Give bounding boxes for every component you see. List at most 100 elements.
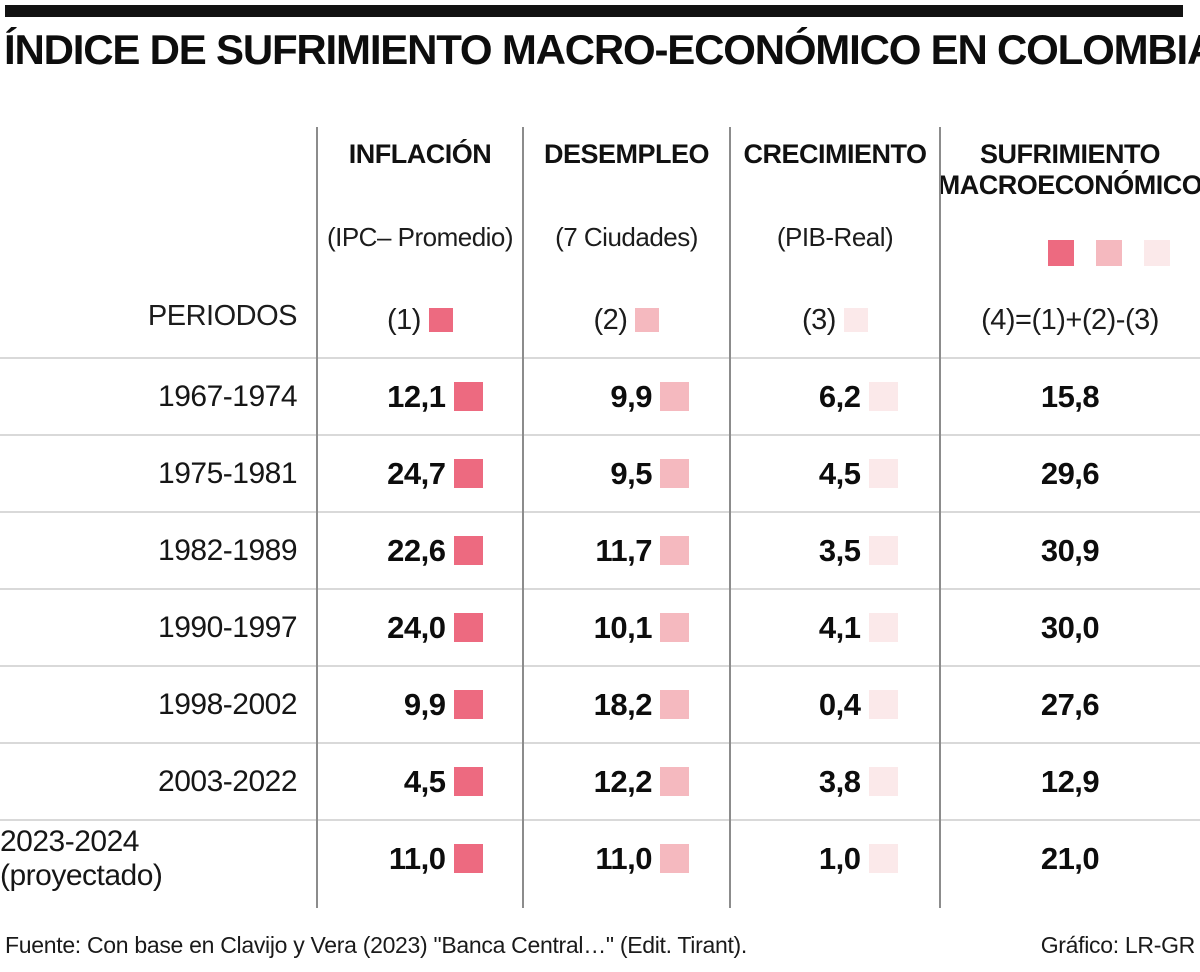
sufrimiento-cell: 15,8	[940, 359, 1200, 434]
inflacion-cell: 11,0	[317, 821, 523, 896]
column-subtitle: (7 Ciudades)	[555, 221, 698, 252]
header-desempleo: DESEMPLEO (7 Ciudades) (2)	[523, 127, 730, 357]
table-row: 1967-1974 12,1 9,9 6,2 15,8	[0, 357, 1200, 434]
value: 3,8	[818, 763, 861, 799]
sufrimiento-cell: 21,0	[940, 821, 1200, 896]
inflacion-cell: 22,6	[317, 513, 523, 588]
crecimiento-cell: 3,5	[730, 513, 940, 588]
medium-pink-square-icon	[660, 459, 689, 488]
value: 15,8	[1040, 378, 1100, 414]
medium-pink-square-icon	[660, 613, 689, 642]
value: 11,0	[595, 840, 652, 876]
period-cell: 1967-1974	[158, 379, 297, 413]
column-index-row: (1)	[387, 304, 453, 337]
value: 4,5	[403, 763, 446, 799]
value: 9,9	[610, 378, 652, 414]
column-divider	[522, 127, 524, 908]
column-index-label: (2)	[593, 303, 628, 336]
crecimiento-cell: 1,0	[730, 821, 940, 896]
dark-pink-square-icon	[453, 613, 483, 642]
dark-pink-square-icon	[453, 690, 483, 719]
value: 24,7	[387, 455, 446, 491]
header-periods: PERIODOS	[0, 127, 317, 357]
column-index-label: (3)	[802, 303, 836, 336]
desempleo-cell: 11,7	[523, 513, 730, 588]
medium-pink-square-icon	[660, 767, 689, 796]
column-index-label: (1)	[387, 303, 421, 336]
column-title: SUFRIMIENTO MACROECONÓMICO	[937, 139, 1200, 201]
value: 22,6	[387, 532, 446, 568]
column-title: INFLACIÓN	[348, 139, 492, 169]
value: 6,2	[818, 378, 861, 414]
dark-pink-square-icon	[453, 844, 483, 873]
desempleo-cell: 10,1	[523, 590, 730, 665]
legend-square-light-pink-icon	[1144, 239, 1170, 266]
value: 0,4	[818, 686, 861, 722]
light-pink-square-icon	[868, 459, 898, 488]
light-pink-square-icon	[868, 536, 898, 565]
column-index-row: (2)	[594, 304, 660, 337]
sufrimiento-cell: 27,6	[940, 667, 1200, 742]
light-pink-square-icon	[868, 767, 898, 796]
value: 3,5	[818, 532, 861, 568]
value: 1,0	[818, 840, 861, 876]
top-accent-bar	[5, 5, 1183, 17]
light-pink-square-icon	[868, 382, 898, 411]
inflacion-cell: 4,5	[317, 744, 523, 819]
column-divider	[939, 127, 941, 908]
value: 29,6	[1040, 455, 1100, 491]
legend-square-dark-pink-icon	[1048, 239, 1074, 266]
table-row: 1998-2002 9,9 18,2 0,4 27,6	[0, 665, 1200, 742]
legend-square-medium-pink-icon	[1096, 239, 1122, 266]
column-divider	[316, 127, 318, 908]
inflacion-cell: 24,7	[317, 436, 523, 511]
legend-square-light-pink-icon	[843, 308, 868, 333]
value: 12,2	[593, 763, 653, 799]
column-formula: (4)=(1)+(2)-(3)	[981, 304, 1159, 336]
legend-swatches	[1048, 239, 1196, 266]
periods-label: PERIODOS	[147, 300, 298, 332]
value: 4,1	[818, 609, 861, 645]
desempleo-cell: 9,5	[523, 436, 730, 511]
value: 11,7	[595, 532, 652, 568]
sufrimiento-cell: 29,6	[940, 436, 1200, 511]
value: 12,1	[387, 378, 446, 414]
value: 9,5	[610, 455, 652, 491]
value: 9,9	[403, 686, 446, 722]
legend-square-dark-pink-icon	[428, 308, 453, 333]
sufrimiento-cell: 30,9	[940, 513, 1200, 588]
light-pink-square-icon	[868, 844, 898, 873]
page-title: ÍNDICE DE SUFRIMIENTO MACRO-ECONÓMICO EN…	[4, 26, 1200, 73]
column-title: DESEMPLEO	[543, 139, 710, 169]
desempleo-cell: 12,2	[523, 744, 730, 819]
table-row: 2023-2024 (proyectado) 11,0 11,0 1,0 21,…	[0, 819, 1200, 896]
column-title: CRECIMIENTO	[743, 139, 927, 169]
dark-pink-square-icon	[453, 459, 483, 488]
value: 10,1	[593, 609, 653, 645]
value: 18,2	[593, 686, 653, 722]
inflacion-cell: 24,0	[317, 590, 523, 665]
period-cell: 2023-2024 (proyectado)	[0, 824, 163, 892]
column-subtitle: (IPC– Promedio)	[326, 221, 514, 252]
medium-pink-square-icon	[660, 536, 689, 565]
value: 27,6	[1040, 686, 1100, 722]
column-subtitle: (PIB-Real)	[776, 221, 894, 252]
table-row: 1975-1981 24,7 9,5 4,5 29,6	[0, 434, 1200, 511]
header-sufrimiento: SUFRIMIENTO MACROECONÓMICO (4)=(1)+(2)-(…	[937, 127, 1200, 357]
crecimiento-cell: 0,4	[730, 667, 940, 742]
legend-square-medium-pink-icon	[635, 308, 660, 333]
inflacion-cell: 12,1	[317, 359, 523, 434]
desempleo-cell: 11,0	[523, 821, 730, 896]
inflacion-cell: 9,9	[317, 667, 523, 742]
sufrimiento-cell: 12,9	[940, 744, 1200, 819]
dark-pink-square-icon	[453, 767, 483, 796]
value: 21,0	[1040, 840, 1100, 876]
period-cell: 2003-2022	[158, 764, 297, 798]
table-header: PERIODOS INFLACIÓN (IPC– Promedio) (1) D…	[0, 127, 1200, 357]
graphic-credit: Gráfico: LR-GR	[1040, 932, 1196, 958]
crecimiento-cell: 4,5	[730, 436, 940, 511]
header-inflacion: INFLACIÓN (IPC– Promedio) (1)	[317, 127, 523, 357]
medium-pink-square-icon	[660, 690, 689, 719]
value: 30,9	[1040, 532, 1100, 568]
